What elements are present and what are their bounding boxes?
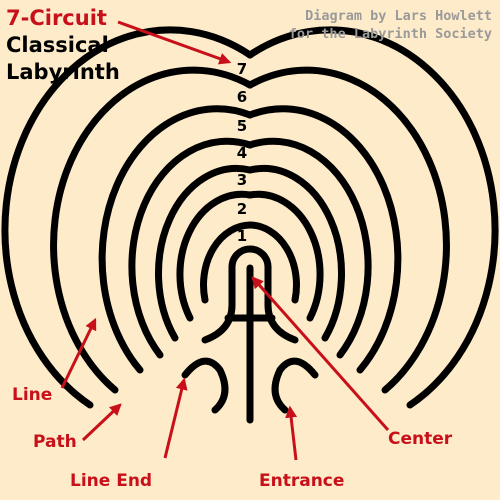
wall-left-6 bbox=[98, 105, 254, 374]
circuit-number-3: 3 bbox=[237, 171, 247, 189]
callout-arrows bbox=[60, 20, 390, 461]
circuit-number-6: 6 bbox=[237, 88, 247, 106]
wall-left-2 bbox=[200, 221, 254, 304]
circuit-number-5: 5 bbox=[237, 117, 247, 135]
credit-line-1: Diagram by Lars Howlett bbox=[305, 8, 492, 24]
wall-left-8 bbox=[1, 26, 254, 409]
wall-left-7 bbox=[50, 66, 254, 394]
wall-right-7 bbox=[246, 66, 450, 394]
arrow-line-end bbox=[163, 377, 188, 459]
label-line-end: Line End bbox=[70, 471, 152, 491]
title-line-2: Classical bbox=[6, 33, 109, 57]
wall-left-1 bbox=[228, 245, 272, 271]
arrow-line bbox=[60, 317, 97, 389]
wall-right-2 bbox=[246, 221, 300, 304]
wall-right-4 bbox=[246, 164, 345, 342]
wall-left-turn bbox=[201, 263, 236, 344]
title-line-1: 7-Circuit bbox=[6, 6, 107, 30]
circuit-numbers: 1 2 3 4 5 6 7 bbox=[237, 60, 247, 245]
circuit-number-7: 7 bbox=[237, 60, 247, 78]
callout-labels: Line Path Line End Entrance Center bbox=[12, 385, 453, 491]
wall-left-5 bbox=[128, 137, 254, 359]
wall-right-8 bbox=[246, 26, 499, 409]
labyrinth-walls bbox=[1, 26, 499, 424]
wall-right-5 bbox=[246, 137, 372, 359]
label-path: Path bbox=[33, 432, 77, 452]
label-line: Line bbox=[12, 385, 52, 405]
circuit-number-2: 2 bbox=[237, 200, 247, 218]
arrow-entrance bbox=[285, 405, 298, 461]
arrow-title bbox=[117, 20, 232, 65]
wall-right-3 bbox=[246, 190, 324, 322]
label-entrance: Entrance bbox=[259, 471, 344, 491]
circuit-number-1: 1 bbox=[237, 227, 247, 245]
label-center: Center bbox=[388, 429, 453, 449]
credit-line-2: for the Labyrinth Society bbox=[288, 26, 492, 42]
arrow-path bbox=[81, 403, 122, 442]
wall-left-4 bbox=[155, 164, 254, 342]
circuit-number-4: 4 bbox=[237, 144, 247, 162]
arrow-center bbox=[251, 276, 390, 431]
title-line-3: Labyrinth bbox=[6, 60, 120, 84]
wall-left-hook bbox=[181, 357, 229, 414]
wall-right-turn bbox=[264, 263, 299, 344]
wall-right-6 bbox=[246, 105, 402, 374]
wall-right-hook bbox=[271, 357, 319, 414]
wall-left-3 bbox=[176, 190, 254, 322]
